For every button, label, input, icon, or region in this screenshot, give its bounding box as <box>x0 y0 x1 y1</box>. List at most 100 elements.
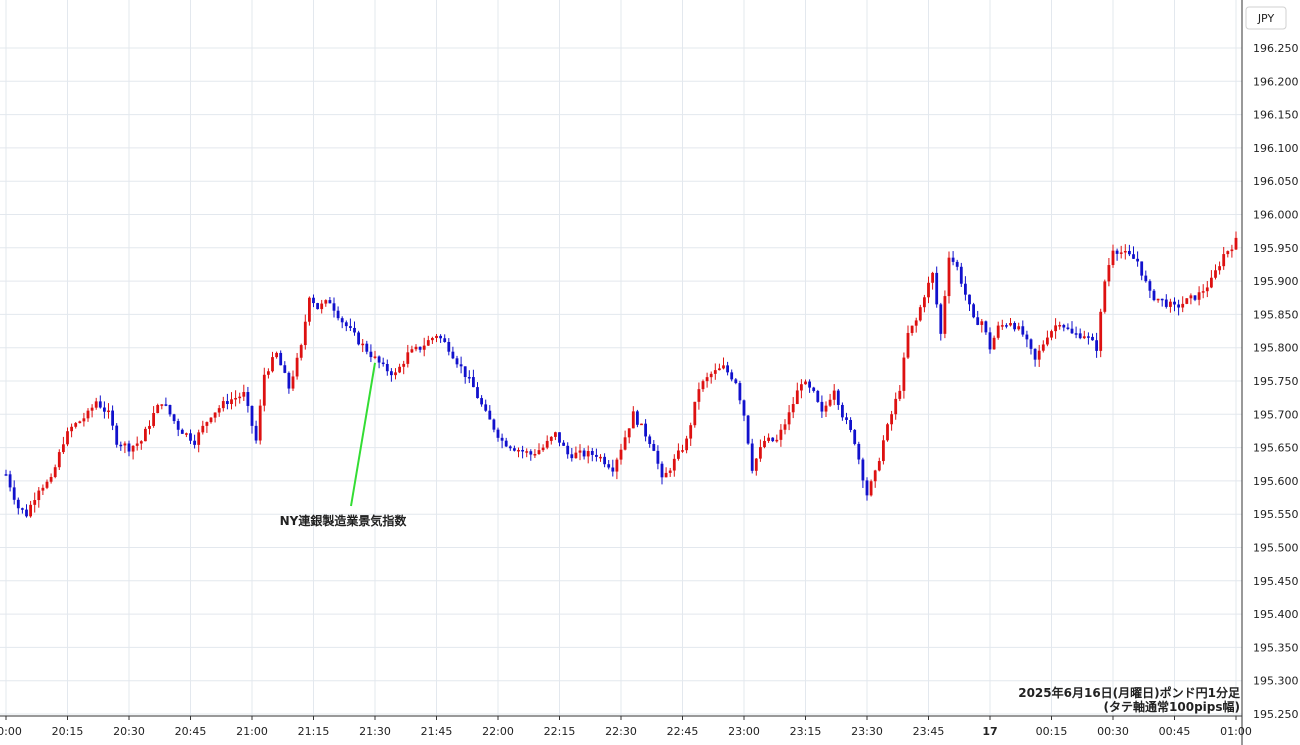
candle <box>267 368 270 379</box>
candle-body <box>886 424 889 441</box>
candle <box>336 306 340 321</box>
candle-body <box>525 451 529 453</box>
candle <box>115 423 119 448</box>
candle-body <box>1066 327 1070 329</box>
candle-body <box>103 407 106 412</box>
candle <box>152 406 155 428</box>
candle-body <box>738 383 742 401</box>
candle <box>1185 298 1189 305</box>
candle-body <box>365 343 369 352</box>
candle-body <box>172 414 176 422</box>
candle-body <box>1119 252 1123 254</box>
candle <box>882 435 885 465</box>
candle-body <box>1234 237 1238 250</box>
candle-body <box>324 300 328 304</box>
candle <box>890 410 893 431</box>
candle-body <box>369 351 373 358</box>
candle-body <box>353 327 356 333</box>
candle <box>324 299 328 307</box>
candle-body <box>1099 311 1103 351</box>
candle-body <box>558 432 561 443</box>
candle <box>672 454 676 477</box>
candle <box>1062 323 1066 332</box>
candle-body <box>1181 303 1185 308</box>
time-tick-label: 21:15 <box>298 725 330 738</box>
candle <box>972 302 975 319</box>
time-tick-label: 22:00 <box>482 725 514 738</box>
candle-body <box>582 450 586 457</box>
candle-body <box>877 461 881 471</box>
candle <box>1181 296 1185 313</box>
candle <box>1123 244 1127 260</box>
candle-body <box>1226 251 1230 255</box>
candle <box>29 500 32 518</box>
candle-body <box>291 376 295 389</box>
candle <box>246 386 250 413</box>
candle <box>623 430 627 451</box>
candle <box>873 469 877 488</box>
candle-body <box>1087 336 1090 338</box>
candle-body <box>677 450 680 459</box>
candle-body <box>697 389 701 402</box>
caption-line-1: 2025年6月16日(月曜日)ポンド円1分足 <box>1018 686 1240 700</box>
candle <box>595 448 598 462</box>
candle-body <box>472 377 475 388</box>
candle <box>529 449 533 461</box>
candle <box>217 405 221 417</box>
candle-body <box>562 442 565 446</box>
candle-body <box>480 398 483 405</box>
candle <box>693 401 697 428</box>
candle-body <box>623 437 627 450</box>
candle-body <box>488 410 492 420</box>
price-tick-label: 195.400 <box>1253 608 1299 621</box>
candle-body <box>1078 333 1082 339</box>
candle-body <box>615 459 619 472</box>
candle-body <box>267 371 270 375</box>
candle <box>992 335 996 350</box>
candle <box>1095 332 1098 358</box>
candle-body <box>1111 250 1115 266</box>
candle <box>713 363 717 380</box>
candle <box>549 436 553 445</box>
candle <box>1037 344 1041 367</box>
candle-body <box>1095 340 1098 351</box>
candle <box>541 444 545 452</box>
candle-body <box>927 282 930 298</box>
candle-body <box>607 464 611 468</box>
candle-body <box>959 266 963 284</box>
candle <box>131 445 135 460</box>
candle <box>1132 246 1135 259</box>
annotation-label: NY連銀製造業景気指数 <box>280 513 408 528</box>
candle-body <box>1136 258 1139 262</box>
time-axis-labels: 20:00 20:15 20:30 20:45 21:00 21:15 21:30 21:45… <box>0 716 1252 738</box>
candle <box>242 384 246 402</box>
candle-body <box>57 452 61 468</box>
candle-body <box>1091 336 1094 341</box>
candle <box>533 449 537 458</box>
time-tick-label: 01:00 <box>1220 725 1252 738</box>
candle-body <box>644 423 647 437</box>
candle-body <box>701 381 705 390</box>
candle <box>668 467 672 477</box>
candle-body <box>295 357 299 377</box>
candle-body <box>205 422 209 426</box>
candle-body <box>845 417 848 420</box>
candle-body <box>373 356 377 358</box>
candle-body <box>1164 299 1168 307</box>
candle-body <box>841 404 844 418</box>
candle-body <box>894 398 898 415</box>
time-tick-label: 23:30 <box>851 725 883 738</box>
candle-body <box>1193 295 1197 300</box>
candle <box>857 441 861 465</box>
candle-body <box>279 352 283 366</box>
candle-body <box>62 444 65 453</box>
candle <box>328 296 332 304</box>
candle-body <box>918 307 922 321</box>
candle-body <box>746 415 750 444</box>
candle-body <box>29 504 32 517</box>
candle-body <box>1169 301 1172 307</box>
candle-body <box>660 463 664 478</box>
candle <box>1082 330 1086 340</box>
candle-body <box>1070 328 1074 334</box>
candle-body <box>435 335 438 339</box>
